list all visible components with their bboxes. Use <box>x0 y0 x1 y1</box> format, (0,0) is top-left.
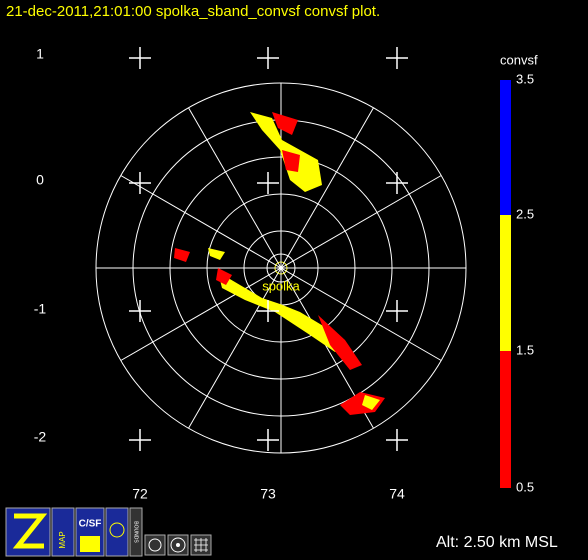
button-label: C/SF <box>79 519 102 530</box>
title: 21-dec-2011,21:01:00 spolka_sband_convsf… <box>6 3 380 20</box>
toolbar: MAP C/SF BOUNDS <box>5 507 212 557</box>
colorbar-label: 3.5 <box>516 71 534 86</box>
csf-button[interactable]: C/SF <box>75 507 105 557</box>
grid-cross <box>129 429 151 451</box>
grid-cross <box>386 429 408 451</box>
azimuth-line <box>188 107 374 429</box>
grid-cross <box>129 300 151 322</box>
colorbar-label: 0.5 <box>516 479 534 494</box>
sounding-button[interactable] <box>105 507 129 557</box>
button-label: BOUNDS <box>133 521 139 543</box>
grid-cross <box>129 47 151 69</box>
bounds-button[interactable]: BOUNDS <box>129 507 143 557</box>
grid-button[interactable] <box>190 534 212 556</box>
x-label: 74 <box>389 486 405 502</box>
rings-button[interactable] <box>167 534 189 556</box>
colorbar-label: 1.5 <box>516 342 534 357</box>
grid-cross <box>386 47 408 69</box>
x-label: 72 <box>132 486 148 502</box>
colorbar-title: convsf <box>500 52 538 67</box>
grid-cross <box>129 172 151 194</box>
colorbar-label: 2.5 <box>516 206 534 221</box>
zoom-button[interactable] <box>5 507 51 557</box>
colorbar-segment <box>500 80 511 215</box>
grid-cross <box>257 172 279 194</box>
grid-cross <box>257 300 279 322</box>
altitude: Alt: 2.50 km MSL <box>436 534 558 551</box>
echoes <box>174 112 385 415</box>
y-label: -2 <box>34 429 47 445</box>
grid-cross <box>386 300 408 322</box>
grid-cross <box>257 429 279 451</box>
y-label: 1 <box>36 46 44 62</box>
colorbar-segment <box>500 351 511 488</box>
station-name: spolka <box>262 278 300 293</box>
colorbar-segment <box>500 215 511 351</box>
grid-cross <box>257 47 279 69</box>
y-label: -1 <box>34 301 47 317</box>
ring-button[interactable] <box>144 534 166 556</box>
grid-crosses <box>129 47 408 451</box>
map-button[interactable]: MAP <box>51 507 75 557</box>
grid-cross <box>386 172 408 194</box>
x-label: 73 <box>260 486 276 502</box>
y-label: 0 <box>36 172 44 188</box>
button-label: MAP <box>58 531 67 548</box>
